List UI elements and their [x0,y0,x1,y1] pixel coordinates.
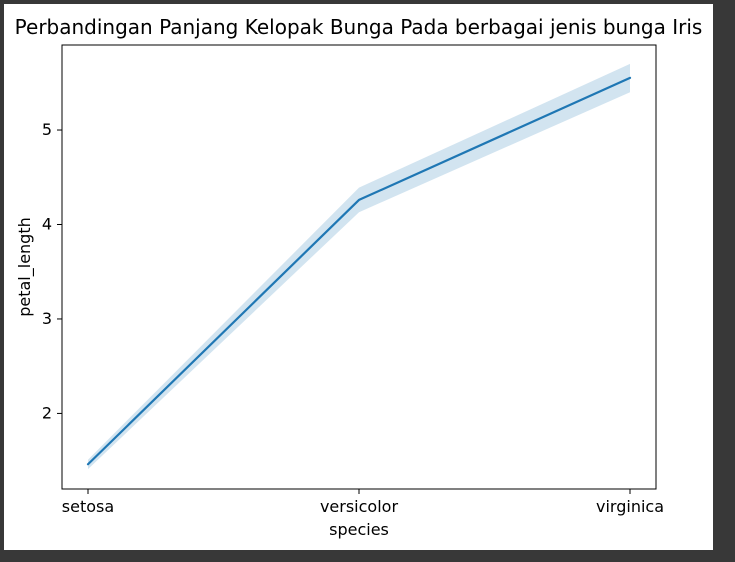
x-tick-label-setosa: setosa [62,497,114,516]
plot-area [86,63,632,470]
y-tick-label-5: 5 [42,120,52,139]
y-tick-label-4: 4 [42,214,52,233]
chart-title: Perbandingan Panjang Kelopak Bunga Pada … [15,15,703,39]
axis-ticks: setosa versicolor virginica 2 3 4 5 [42,120,664,516]
y-axis-label: petal_length [15,217,35,317]
y-tick-label-2: 2 [42,403,52,422]
figure-canvas: Perbandingan Panjang Kelopak Bunga Pada … [4,4,713,550]
series-line-0 [86,76,632,466]
x-tick-label-versicolor: versicolor [320,497,398,516]
y-tick-label-3: 3 [42,309,52,328]
x-axis-label: species [329,520,389,539]
confidence-band-0 [88,63,630,470]
chart: Perbandingan Panjang Kelopak Bunga Pada … [15,15,703,539]
x-tick-label-virginica: virginica [596,497,664,516]
